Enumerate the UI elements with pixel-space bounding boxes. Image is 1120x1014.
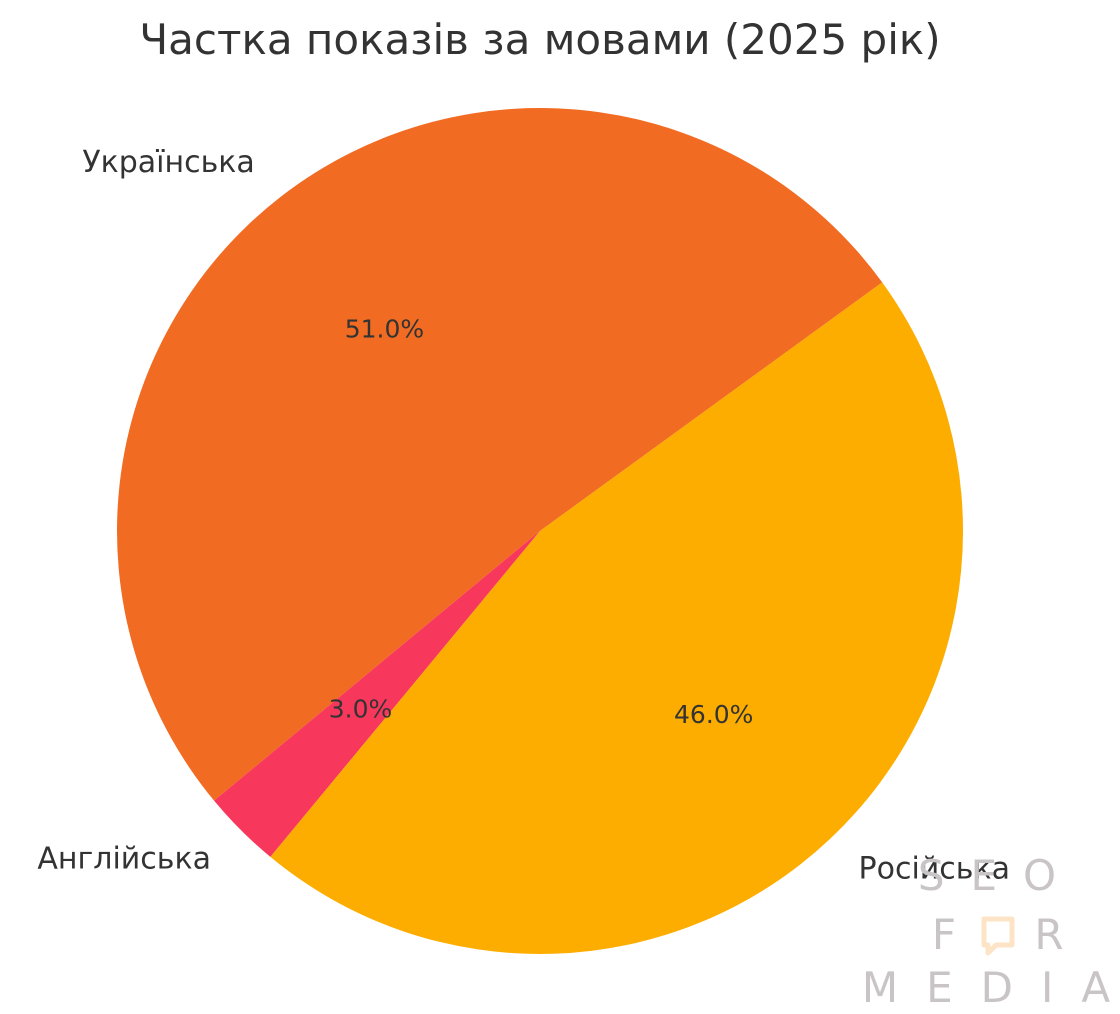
pie-slices xyxy=(116,107,964,955)
slice-0 xyxy=(116,107,883,801)
slice-category-label: Російська xyxy=(859,852,1010,887)
slice-2 xyxy=(270,282,964,955)
speech-bubble-icon xyxy=(981,916,1015,956)
slice-category-label: Українська xyxy=(82,145,254,180)
slice-percent-label: 46.0% xyxy=(674,700,753,729)
logo-letter-f: F xyxy=(932,910,956,959)
logo-line-media: MEDIA xyxy=(862,963,1120,1012)
chart-title: Частка показів за мовами (2025 рік) xyxy=(139,15,940,64)
pie-labels: Українська 51.0% Англійська 3.0% Російська 46… xyxy=(37,145,1010,887)
slice-percent-label: 51.0% xyxy=(345,314,424,343)
slice-category-label: Англійська xyxy=(37,842,211,877)
slice-percent-label: 3.0% xyxy=(329,694,393,723)
logo-letter-r: R xyxy=(1034,910,1063,959)
slice-1 xyxy=(214,531,541,857)
seo-for-media-logo: SEO F R MEDIA xyxy=(862,851,1120,1012)
logo-line-seo: SEO xyxy=(918,851,1082,900)
